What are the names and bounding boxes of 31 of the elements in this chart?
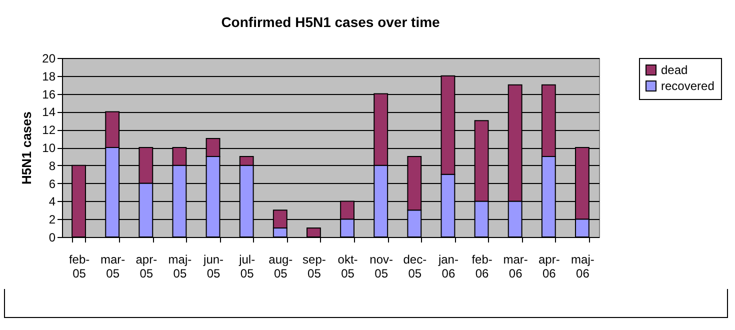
y-tick-label: 4: [48, 194, 56, 209]
x-tick-label: dec-05: [403, 252, 427, 280]
x-tick-label: maj-06: [571, 252, 594, 280]
y-tick-label: 8: [48, 158, 56, 173]
chart-title: Confirmed H5N1 cases over time: [221, 14, 440, 30]
y-tick-label: 20: [42, 52, 56, 66]
x-tick-label: feb-06: [472, 252, 492, 280]
y-tick-label: 14: [42, 105, 56, 120]
legend-label: dead: [661, 63, 688, 77]
x-tick-label: mar-05: [100, 252, 126, 280]
y-tick-label: 0: [48, 230, 56, 244]
x-tick-label: aug-05: [268, 252, 293, 280]
x-tick-label: okt-05: [338, 252, 358, 280]
x-tick-label: jan-06: [437, 252, 458, 280]
x-tick-label: apr-05: [136, 252, 158, 280]
x-tick-label: jun-05: [202, 252, 224, 280]
x-tick-label: sep-05: [302, 252, 326, 280]
y-tick-label: 6: [48, 176, 56, 191]
x-tick-label: mar-06: [503, 252, 528, 280]
y-tick-label: 12: [42, 123, 56, 138]
y-tick-label: 10: [42, 141, 56, 155]
y-tick-label: 2: [48, 212, 56, 227]
y-tick-label: 18: [42, 69, 56, 84]
x-tick-label: nov-05: [370, 252, 394, 280]
legend-label: recovered: [661, 79, 714, 93]
y-tick-label: 16: [42, 87, 56, 102]
y-axis-title: H5N1 cases: [19, 112, 34, 184]
x-tick-label: jul-05: [238, 252, 256, 280]
x-tick-label: apr-06: [538, 252, 560, 280]
x-tick-label: maj-05: [168, 252, 192, 280]
x-tick-label: feb-05: [68, 252, 90, 280]
